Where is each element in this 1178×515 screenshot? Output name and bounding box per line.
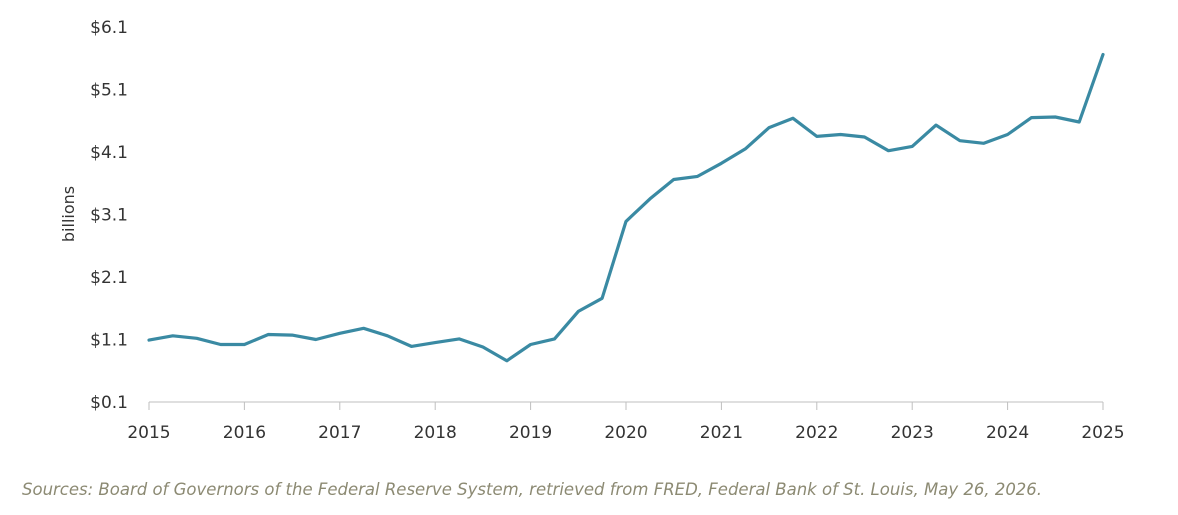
x-tick-label: 2025: [1081, 423, 1124, 443]
line-chart: billions $0.1 $1.1 $2.1 $3.1 $4.1 $5.1 $6.1 20…: [59, 18, 1125, 443]
x-tick-label: 2023: [891, 423, 934, 443]
x-tick-label: 2016: [223, 423, 266, 443]
y-tick-label: $5.1: [90, 81, 128, 101]
x-ticks: 2015 2016 2017 2018 2019 2020 2021 2022 2023 2024…: [127, 402, 1125, 443]
x-tick-label: 2019: [509, 423, 552, 443]
x-tick-label: 2017: [318, 423, 361, 443]
x-tick-label: 2021: [700, 423, 743, 443]
source-note: Sources: Board of Governors of the Feder…: [22, 480, 1043, 499]
y-tick-label: $6.1: [90, 18, 128, 38]
y-tick-label: $0.1: [90, 393, 128, 413]
y-tick-label: $1.1: [90, 331, 128, 351]
x-tick-label: 2020: [604, 423, 647, 443]
x-tick-label: 2024: [986, 423, 1029, 443]
y-tick-label: $4.1: [90, 143, 128, 163]
y-tick-labels: $0.1 $1.1 $2.1 $3.1 $4.1 $5.1 $6.1: [90, 18, 128, 413]
series-line: [147, 52, 1105, 363]
x-tick-label: 2018: [414, 423, 457, 443]
y-tick-label: $3.1: [90, 206, 128, 226]
series-group: [147, 52, 1105, 363]
x-tick-label: 2015: [127, 423, 170, 443]
x-tick-label: 2022: [795, 423, 838, 443]
y-axis-label: billions: [59, 186, 78, 242]
y-tick-label: $2.1: [90, 268, 128, 288]
